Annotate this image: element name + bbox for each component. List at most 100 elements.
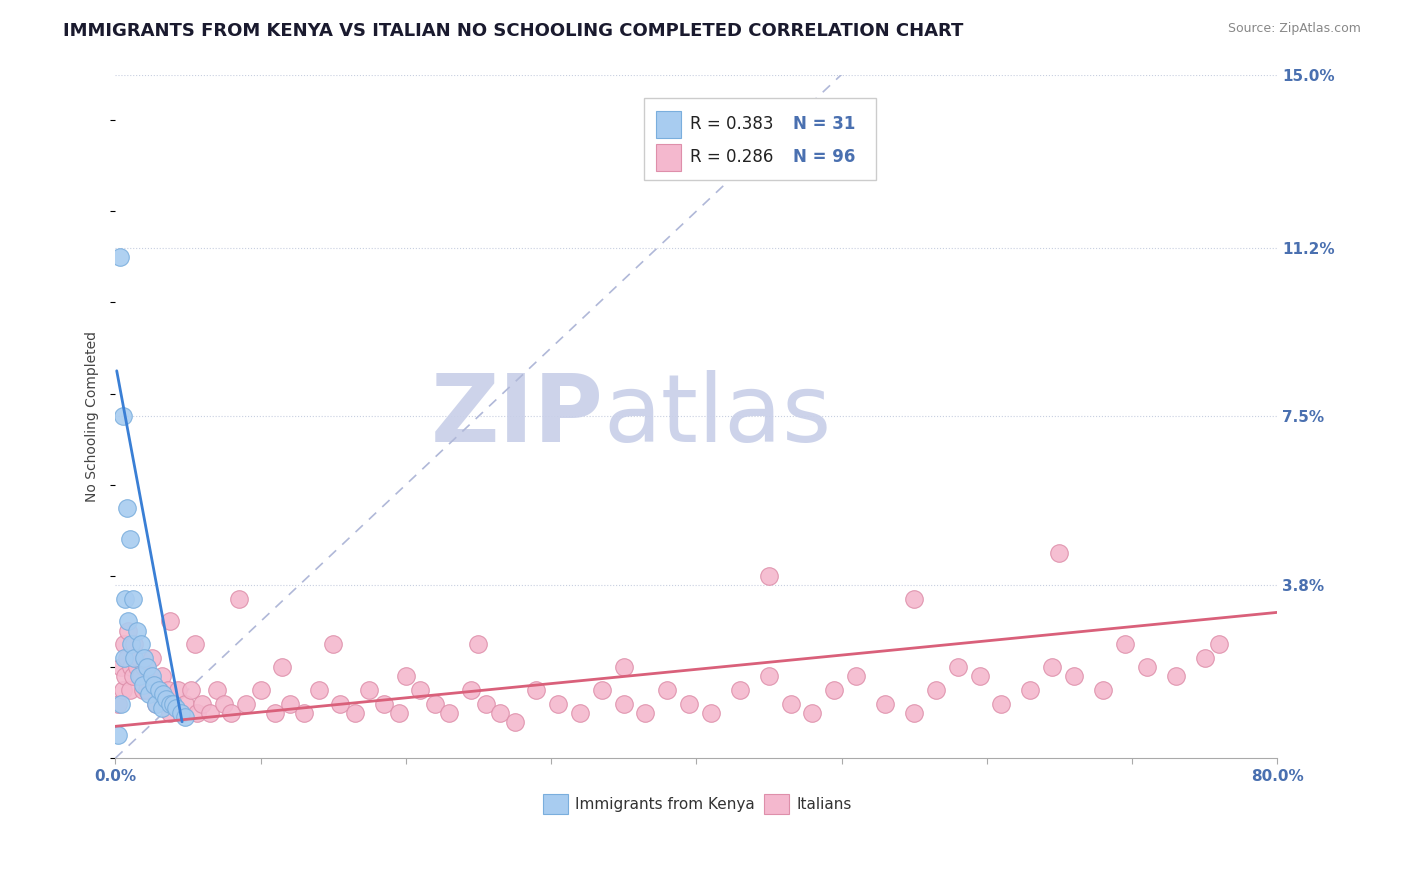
Point bbox=[153, 697, 176, 711]
Point bbox=[118, 682, 141, 697]
FancyBboxPatch shape bbox=[644, 98, 876, 180]
Point bbox=[150, 701, 173, 715]
Point bbox=[875, 697, 897, 711]
Point bbox=[165, 701, 187, 715]
Point bbox=[758, 569, 780, 583]
Point bbox=[779, 697, 801, 711]
Point bbox=[460, 682, 482, 697]
Point bbox=[138, 688, 160, 702]
Text: Italians: Italians bbox=[796, 797, 852, 812]
Point bbox=[925, 682, 948, 697]
Point bbox=[118, 533, 141, 547]
Point bbox=[169, 706, 191, 720]
Point bbox=[107, 728, 129, 742]
Point bbox=[678, 697, 700, 711]
Point bbox=[114, 591, 136, 606]
Point bbox=[148, 682, 170, 697]
Point bbox=[108, 250, 131, 264]
Point bbox=[125, 624, 148, 638]
Point bbox=[166, 682, 188, 697]
Point bbox=[159, 706, 181, 720]
Point bbox=[1114, 637, 1136, 651]
Point bbox=[946, 660, 969, 674]
Point bbox=[322, 637, 344, 651]
Text: R = 0.286: R = 0.286 bbox=[690, 148, 773, 166]
Point bbox=[700, 706, 723, 720]
Point bbox=[1040, 660, 1063, 674]
Point bbox=[569, 706, 592, 720]
Point bbox=[134, 660, 156, 674]
Point bbox=[111, 682, 134, 697]
Point bbox=[110, 660, 132, 674]
Point bbox=[131, 669, 153, 683]
Point bbox=[155, 692, 177, 706]
Point bbox=[387, 706, 409, 720]
Point bbox=[115, 651, 138, 665]
Point bbox=[128, 651, 150, 665]
Point bbox=[489, 706, 512, 720]
Point bbox=[134, 651, 156, 665]
Point bbox=[613, 697, 636, 711]
Point bbox=[1047, 546, 1070, 560]
Text: N = 31: N = 31 bbox=[793, 115, 855, 134]
Point bbox=[132, 678, 155, 692]
Point bbox=[122, 637, 145, 651]
Point bbox=[143, 678, 166, 692]
Point bbox=[1063, 669, 1085, 683]
Point bbox=[205, 682, 228, 697]
Point bbox=[990, 697, 1012, 711]
Point bbox=[526, 682, 548, 697]
Point bbox=[903, 591, 925, 606]
Point bbox=[395, 669, 418, 683]
Point bbox=[264, 706, 287, 720]
Point bbox=[180, 682, 202, 697]
Point bbox=[343, 706, 366, 720]
Point bbox=[132, 682, 155, 697]
Point bbox=[439, 706, 461, 720]
FancyBboxPatch shape bbox=[543, 794, 568, 814]
Point bbox=[329, 697, 352, 711]
Text: Source: ZipAtlas.com: Source: ZipAtlas.com bbox=[1227, 22, 1361, 36]
Point bbox=[128, 669, 150, 683]
Point bbox=[212, 697, 235, 711]
Point bbox=[159, 697, 181, 711]
Point bbox=[191, 697, 214, 711]
Point bbox=[156, 682, 179, 697]
Point bbox=[115, 500, 138, 515]
Text: R = 0.383: R = 0.383 bbox=[690, 115, 773, 134]
Point bbox=[1019, 682, 1042, 697]
Point bbox=[145, 697, 167, 711]
Point bbox=[141, 651, 163, 665]
Point bbox=[503, 714, 526, 729]
Point bbox=[423, 697, 446, 711]
Point bbox=[174, 697, 197, 711]
Point bbox=[1135, 660, 1157, 674]
Point bbox=[467, 637, 489, 651]
Point bbox=[131, 637, 153, 651]
Point bbox=[143, 678, 166, 692]
Point bbox=[1194, 651, 1216, 665]
Point bbox=[117, 624, 139, 638]
Point bbox=[107, 697, 129, 711]
Point bbox=[121, 669, 143, 683]
Point bbox=[1208, 637, 1230, 651]
Point bbox=[184, 637, 207, 651]
Point bbox=[121, 591, 143, 606]
Point bbox=[150, 669, 173, 683]
Point bbox=[409, 682, 432, 697]
Point bbox=[969, 669, 991, 683]
Point bbox=[136, 682, 159, 697]
Point bbox=[823, 682, 845, 697]
Point bbox=[112, 637, 135, 651]
Text: ZIP: ZIP bbox=[430, 370, 603, 462]
Point bbox=[148, 682, 170, 697]
FancyBboxPatch shape bbox=[763, 794, 789, 814]
Text: Immigrants from Kenya: Immigrants from Kenya bbox=[575, 797, 755, 812]
Point bbox=[903, 706, 925, 720]
FancyBboxPatch shape bbox=[655, 111, 681, 138]
Point bbox=[308, 682, 330, 697]
Point bbox=[114, 669, 136, 683]
Text: IMMIGRANTS FROM KENYA VS ITALIAN NO SCHOOLING COMPLETED CORRELATION CHART: IMMIGRANTS FROM KENYA VS ITALIAN NO SCHO… bbox=[63, 22, 963, 40]
FancyBboxPatch shape bbox=[655, 144, 681, 171]
Point bbox=[845, 669, 868, 683]
